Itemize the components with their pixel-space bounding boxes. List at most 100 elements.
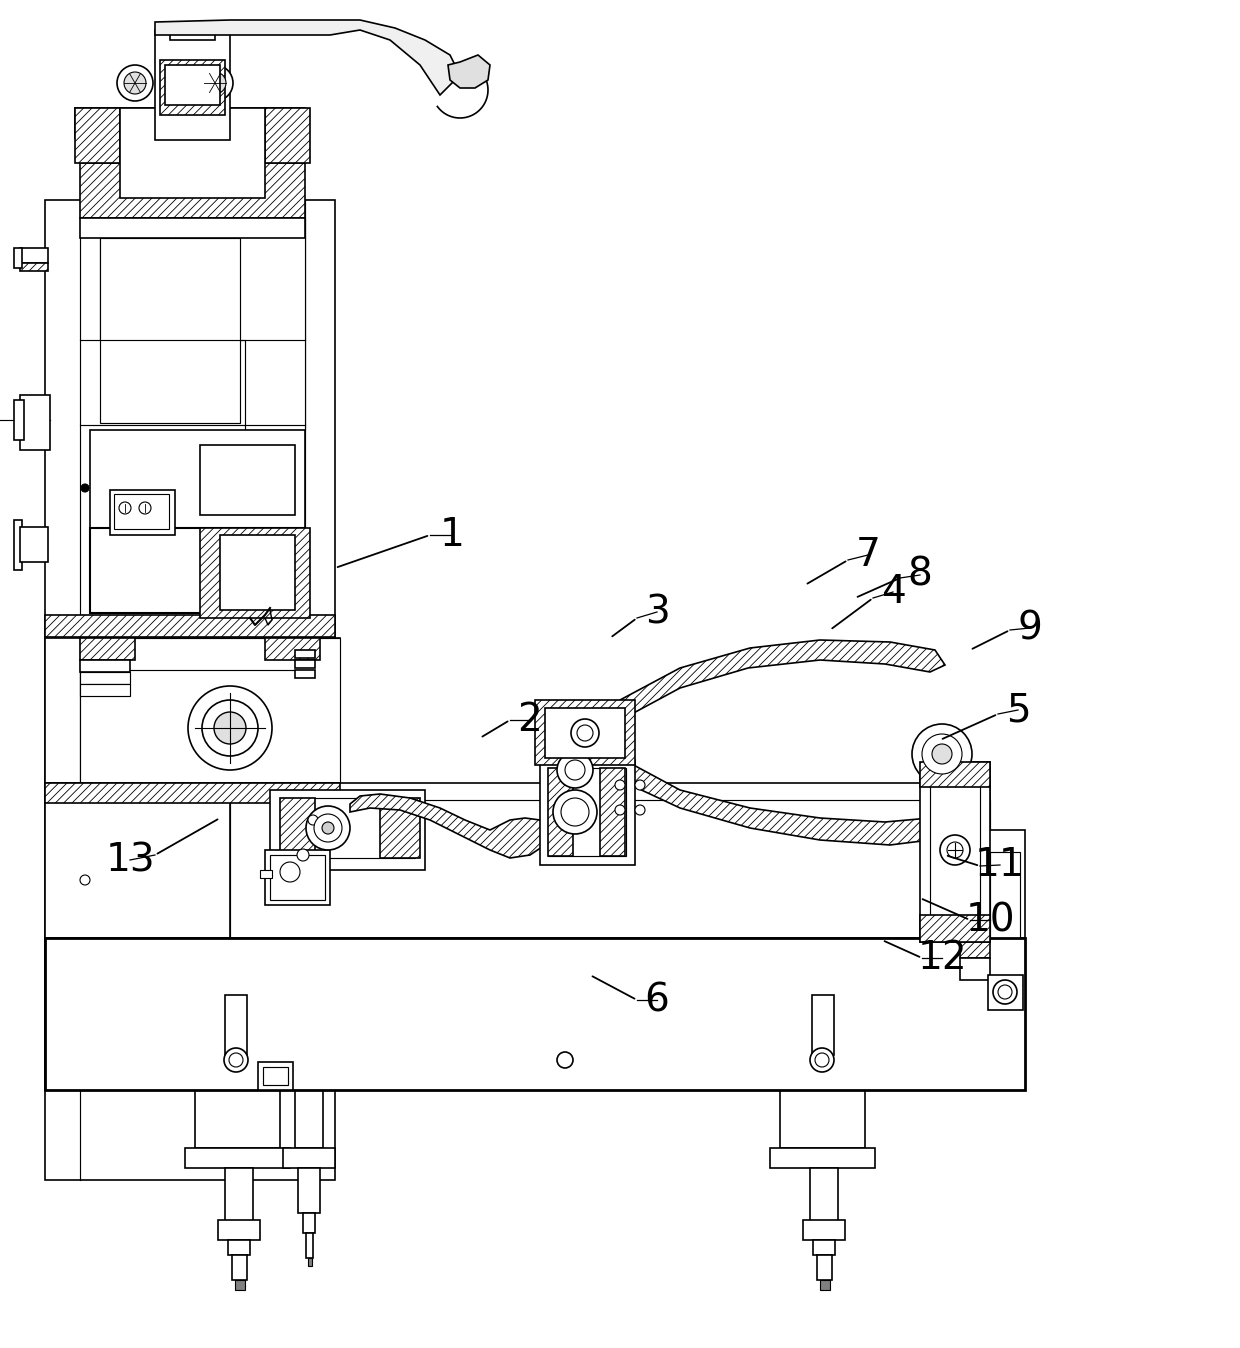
Bar — [165, 65, 219, 105]
Polygon shape — [100, 218, 305, 430]
Bar — [379, 798, 420, 857]
Bar — [14, 400, 24, 439]
Bar — [45, 783, 340, 938]
Bar — [81, 661, 130, 673]
Circle shape — [557, 752, 593, 789]
Circle shape — [615, 805, 625, 816]
Bar — [280, 798, 315, 857]
Bar — [229, 1035, 970, 1043]
Bar — [298, 1167, 320, 1213]
Circle shape — [119, 501, 131, 514]
Bar — [600, 768, 625, 856]
Bar — [160, 61, 224, 115]
Bar — [265, 638, 320, 661]
Polygon shape — [615, 762, 945, 845]
Bar — [280, 798, 415, 857]
Bar — [232, 1255, 247, 1281]
Circle shape — [298, 849, 309, 861]
Bar — [45, 938, 1025, 960]
Text: 7: 7 — [856, 537, 880, 574]
Circle shape — [124, 71, 146, 94]
Bar — [920, 915, 990, 942]
Bar — [770, 1148, 875, 1167]
Bar — [985, 938, 1025, 1091]
Circle shape — [202, 700, 258, 756]
Polygon shape — [448, 55, 490, 88]
Circle shape — [947, 842, 963, 857]
Text: 8: 8 — [908, 555, 932, 594]
Bar — [229, 1000, 970, 1012]
Bar — [14, 520, 22, 570]
Bar — [91, 430, 305, 528]
Circle shape — [280, 861, 300, 882]
Bar — [810, 1167, 838, 1223]
Bar — [295, 650, 315, 658]
Bar — [303, 1213, 315, 1233]
Bar — [45, 615, 335, 638]
Bar — [20, 248, 48, 263]
Bar — [91, 528, 305, 613]
Text: 4: 4 — [880, 573, 905, 611]
Text: 13: 13 — [105, 841, 155, 879]
Bar — [20, 263, 48, 271]
Circle shape — [81, 484, 89, 492]
Bar — [960, 938, 990, 958]
Bar — [780, 1091, 866, 1148]
Bar — [224, 995, 247, 1055]
Bar — [295, 1091, 322, 1148]
Bar — [229, 1045, 970, 1053]
Circle shape — [205, 71, 226, 94]
Bar — [990, 852, 1021, 940]
Circle shape — [810, 1047, 835, 1072]
Bar — [920, 762, 990, 942]
Bar — [260, 869, 272, 878]
Bar — [219, 535, 295, 611]
Bar — [229, 1015, 970, 1023]
Bar — [91, 528, 305, 613]
Bar — [804, 1220, 844, 1240]
Text: 10: 10 — [965, 900, 1014, 940]
Bar — [813, 1240, 835, 1255]
Bar — [45, 960, 1025, 1091]
Bar — [295, 661, 315, 669]
Bar — [185, 1148, 290, 1167]
Circle shape — [224, 1047, 248, 1072]
Bar — [960, 958, 990, 980]
Text: 11: 11 — [975, 847, 1025, 884]
Bar — [985, 830, 1025, 938]
Bar — [265, 108, 310, 163]
Circle shape — [911, 724, 972, 785]
Bar — [306, 1233, 312, 1258]
Circle shape — [998, 985, 1012, 999]
Polygon shape — [615, 640, 945, 716]
Bar — [170, 22, 215, 40]
Bar — [283, 1148, 335, 1167]
Circle shape — [197, 65, 233, 101]
Text: 3: 3 — [645, 593, 670, 631]
Bar — [295, 670, 315, 678]
Circle shape — [81, 875, 91, 886]
Bar — [817, 1255, 832, 1281]
Bar — [988, 975, 1023, 1010]
Circle shape — [215, 712, 246, 744]
Bar — [308, 1258, 312, 1266]
Bar — [81, 163, 305, 218]
Bar — [74, 108, 120, 163]
Text: 1: 1 — [439, 516, 465, 554]
Bar — [100, 239, 241, 423]
Bar — [20, 527, 48, 562]
Bar — [120, 108, 265, 198]
Bar — [236, 1281, 246, 1290]
Circle shape — [993, 980, 1017, 1004]
Bar — [110, 491, 175, 535]
Bar — [81, 218, 305, 239]
Bar — [258, 1062, 293, 1091]
Bar — [224, 1167, 253, 1223]
Bar — [548, 768, 573, 856]
Text: 6: 6 — [645, 981, 670, 1019]
Bar — [20, 395, 50, 450]
Bar — [74, 108, 305, 137]
Bar — [45, 200, 335, 1180]
Bar — [534, 700, 635, 766]
Circle shape — [139, 501, 151, 514]
